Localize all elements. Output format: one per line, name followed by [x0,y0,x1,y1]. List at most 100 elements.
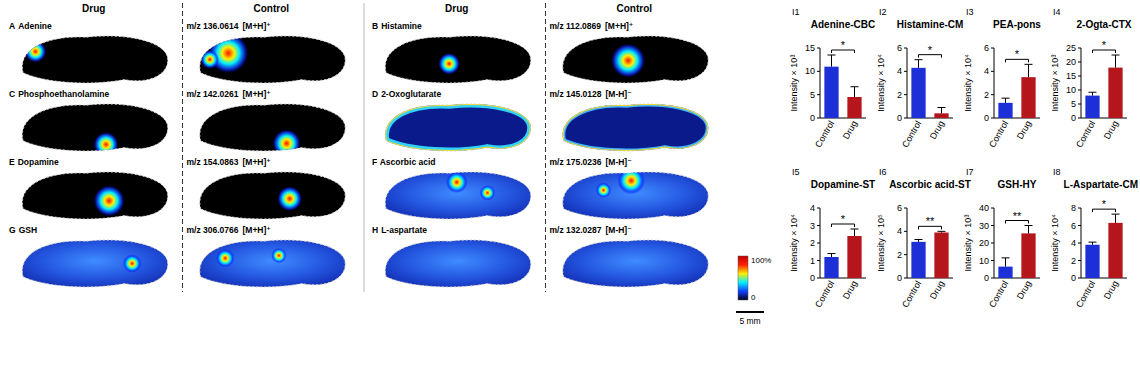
brain-section [200,104,345,151]
panel-mz: m/z 145.0128[M-H]⁻ [550,89,632,99]
chart-title: Dopamine-ST [811,179,875,190]
error-stem [1005,258,1006,267]
y-tick-label: 10 [979,256,989,266]
column-header: Drug [82,3,105,14]
chart-title: 2-Ogta-CTX [1077,19,1132,30]
colorbar [738,256,748,300]
panel-letter: H [372,225,378,235]
error-stem [854,229,855,236]
chart-title: GSH-HY [998,179,1037,190]
y-tick [1078,48,1081,49]
error-cap [828,253,836,254]
y-tick [904,48,907,49]
mz: m/z 154.0863 [187,157,239,167]
hot-spot [480,185,495,200]
chart: I5Dopamine-STIntensity × 10⁴01234Control… [789,167,875,309]
y-tick-label: 10 [805,66,815,76]
divider [545,3,546,292]
brain-section [200,172,345,219]
signal [94,132,119,157]
y-tick [991,225,994,226]
error-cap [1112,55,1120,56]
hot-spot [277,186,302,211]
y-tick [1078,225,1081,226]
brain-outline [200,104,345,151]
hot-spot [94,132,119,157]
error-cap [915,59,923,60]
signal [385,104,530,151]
signal [273,130,301,158]
error-stem [918,60,919,68]
brain-outline [563,172,708,219]
y-tick [991,48,994,49]
x-tick-label: Control [1074,279,1097,309]
error-cap [938,231,946,232]
panel-title: CPhosphoethanolamine [9,89,110,99]
x-tick-label: Control [900,119,923,149]
error-stem [1092,92,1093,95]
error-cap [851,86,859,87]
brain-outline [385,36,530,83]
chart: I7GSH-HYIntensity × 10³010203040ControlD… [963,167,1040,309]
panel-mz: m/z 132.0287[M-H]⁻ [550,225,632,235]
chart: I6Ascorbic acid-STIntensity × 10⁵0246Con… [876,167,971,309]
bar [1021,233,1035,278]
brain-section [385,104,530,151]
y-tick-label: 20 [1066,57,1076,67]
bar [1021,77,1035,118]
y-axis-label: Intensity × 10³ [789,55,799,112]
error-bar [1112,55,1120,68]
panel-mz: m/z 142.0261[M+H]⁺ [187,89,271,99]
y-tick-label: 0 [984,273,989,283]
y-tick [817,208,820,209]
y-tick [817,94,820,95]
panel-mz: m/z 154.0863[M+H]⁺ [187,157,271,167]
brain-section [385,36,530,83]
error-stem [831,254,832,258]
y-tick [991,278,994,279]
bar [1085,96,1099,118]
panel-name: Ascorbic acid [380,157,436,167]
error-stem [1005,98,1006,103]
error-bar [938,231,946,232]
x-tick-label: Control [900,279,923,309]
x-tick-label: Drug [928,279,946,301]
y-tick-label: 4 [897,226,902,236]
colorbar-max: 100% [751,256,771,265]
hot-spot [617,167,645,195]
panel-name: Histamine [381,21,422,31]
y-tick [1078,208,1081,209]
bars [1085,55,1122,118]
significance-label: * [841,39,846,51]
signal [201,33,249,73]
bar [824,257,838,278]
y-tick-label: 0 [897,273,902,283]
significance-bracket: * [832,213,855,227]
column-header: Control [253,3,289,14]
x-tick-label: Drug [841,119,859,141]
brain-outline [563,36,708,83]
significance-bracket: * [1093,39,1116,53]
signal [438,53,459,74]
y-tick [991,71,994,72]
panel-name: GSH [19,225,37,235]
y-tick-label: 8 [1071,203,1076,213]
y-tick-label: 0 [897,113,902,123]
hot-spot [123,254,141,272]
error-cap [938,107,946,108]
chart-title: Ascorbic acid-ST [889,179,971,190]
y-tick [1078,260,1081,261]
y-tick [991,94,994,95]
y-tick [904,118,907,119]
panel-name: Phosphoethanolamine [18,89,109,99]
x-tick-label: Drug [841,279,859,301]
hot-spot [273,130,301,158]
signal [563,104,708,151]
ion: [M+H]⁺ [242,89,270,99]
y-tick-label: 4 [810,203,815,213]
divider [364,3,365,292]
bars [911,60,948,118]
y-tick-label: 0 [1071,113,1076,123]
panel-label: I7 [966,167,974,177]
error-cap [915,239,923,240]
